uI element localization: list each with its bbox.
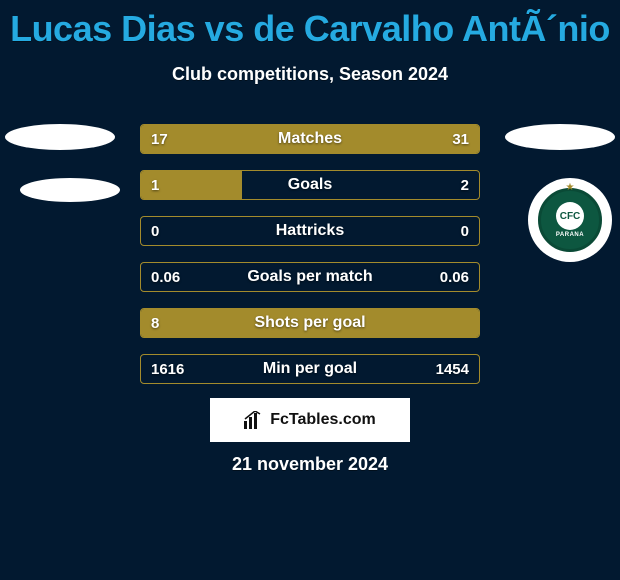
bar-label: Hattricks bbox=[141, 217, 479, 245]
club-badge-region: PARANA bbox=[556, 232, 584, 238]
comparison-bars: 1731Matches 12Goals 00Hattricks 0.060.06Goa… bbox=[140, 124, 480, 400]
player-left-placeholder-2 bbox=[20, 178, 120, 202]
bar-row: 12Goals bbox=[140, 170, 480, 200]
page-subtitle: Club competitions, Season 2024 bbox=[0, 64, 620, 85]
bar-label: Matches bbox=[141, 125, 479, 153]
bar-label: Shots per goal bbox=[141, 309, 479, 337]
bar-row: 0.060.06Goals per match bbox=[140, 262, 480, 292]
bar-label: Min per goal bbox=[141, 355, 479, 383]
watermark: FcTables.com bbox=[210, 398, 410, 442]
star-icon: ★ bbox=[566, 182, 575, 193]
date-text: 21 november 2024 bbox=[0, 454, 620, 475]
club-badge-inner: CFC PARANA bbox=[538, 188, 602, 252]
club-badge: ★ CFC PARANA bbox=[528, 178, 612, 262]
bar-row: 16161454Min per goal bbox=[140, 354, 480, 384]
player-right-placeholder-1 bbox=[505, 124, 615, 150]
club-badge-initials: CFC bbox=[556, 202, 584, 230]
bar-row: 00Hattricks bbox=[140, 216, 480, 246]
bar-label: Goals per match bbox=[141, 263, 479, 291]
chart-icon bbox=[244, 411, 264, 429]
bar-row: 1731Matches bbox=[140, 124, 480, 154]
player-left-placeholder-1 bbox=[5, 124, 115, 150]
bar-label: Goals bbox=[141, 171, 479, 199]
bar-row: 8Shots per goal bbox=[140, 308, 480, 338]
page-title: Lucas Dias vs de Carvalho AntÃ´nio bbox=[0, 0, 620, 50]
watermark-text: FcTables.com bbox=[270, 411, 376, 429]
